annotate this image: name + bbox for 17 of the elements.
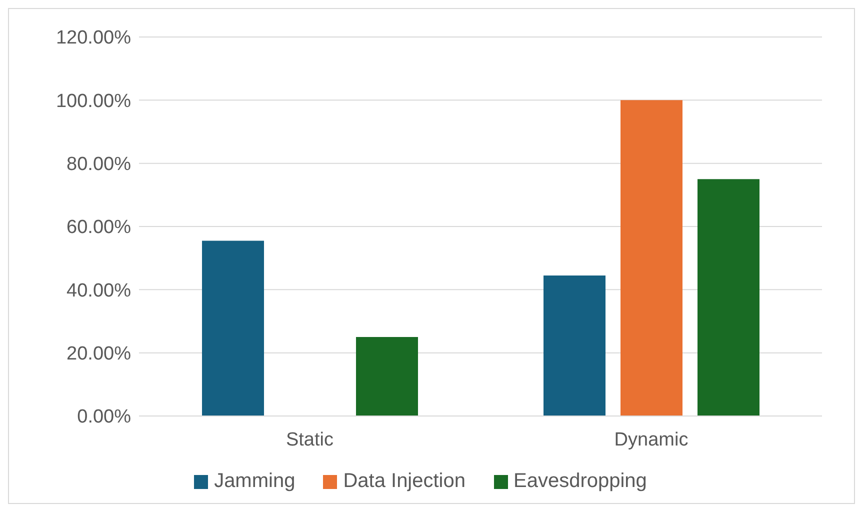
bar [544,275,606,416]
y-tick-label: 120.00% [56,28,132,49]
y-tick-label: 40.00% [66,280,132,302]
y-tick-label: 0.00% [77,406,132,428]
y-tick-label: 60.00% [66,217,132,238]
y-tick-label: 20.00% [66,344,132,365]
legend-label: Eavesdropping [514,470,647,493]
bar [698,179,760,416]
y-tick-label: 100.00% [56,90,132,112]
bar [202,240,264,416]
legend-label: Data Injection [343,470,466,493]
x-tick-label: Static [286,429,334,450]
legend-label: Jamming [214,470,296,493]
bar [620,100,682,416]
y-tick-label: 80.00% [66,154,132,176]
x-tick-label: Dynamic [614,429,688,450]
bar [356,337,418,416]
